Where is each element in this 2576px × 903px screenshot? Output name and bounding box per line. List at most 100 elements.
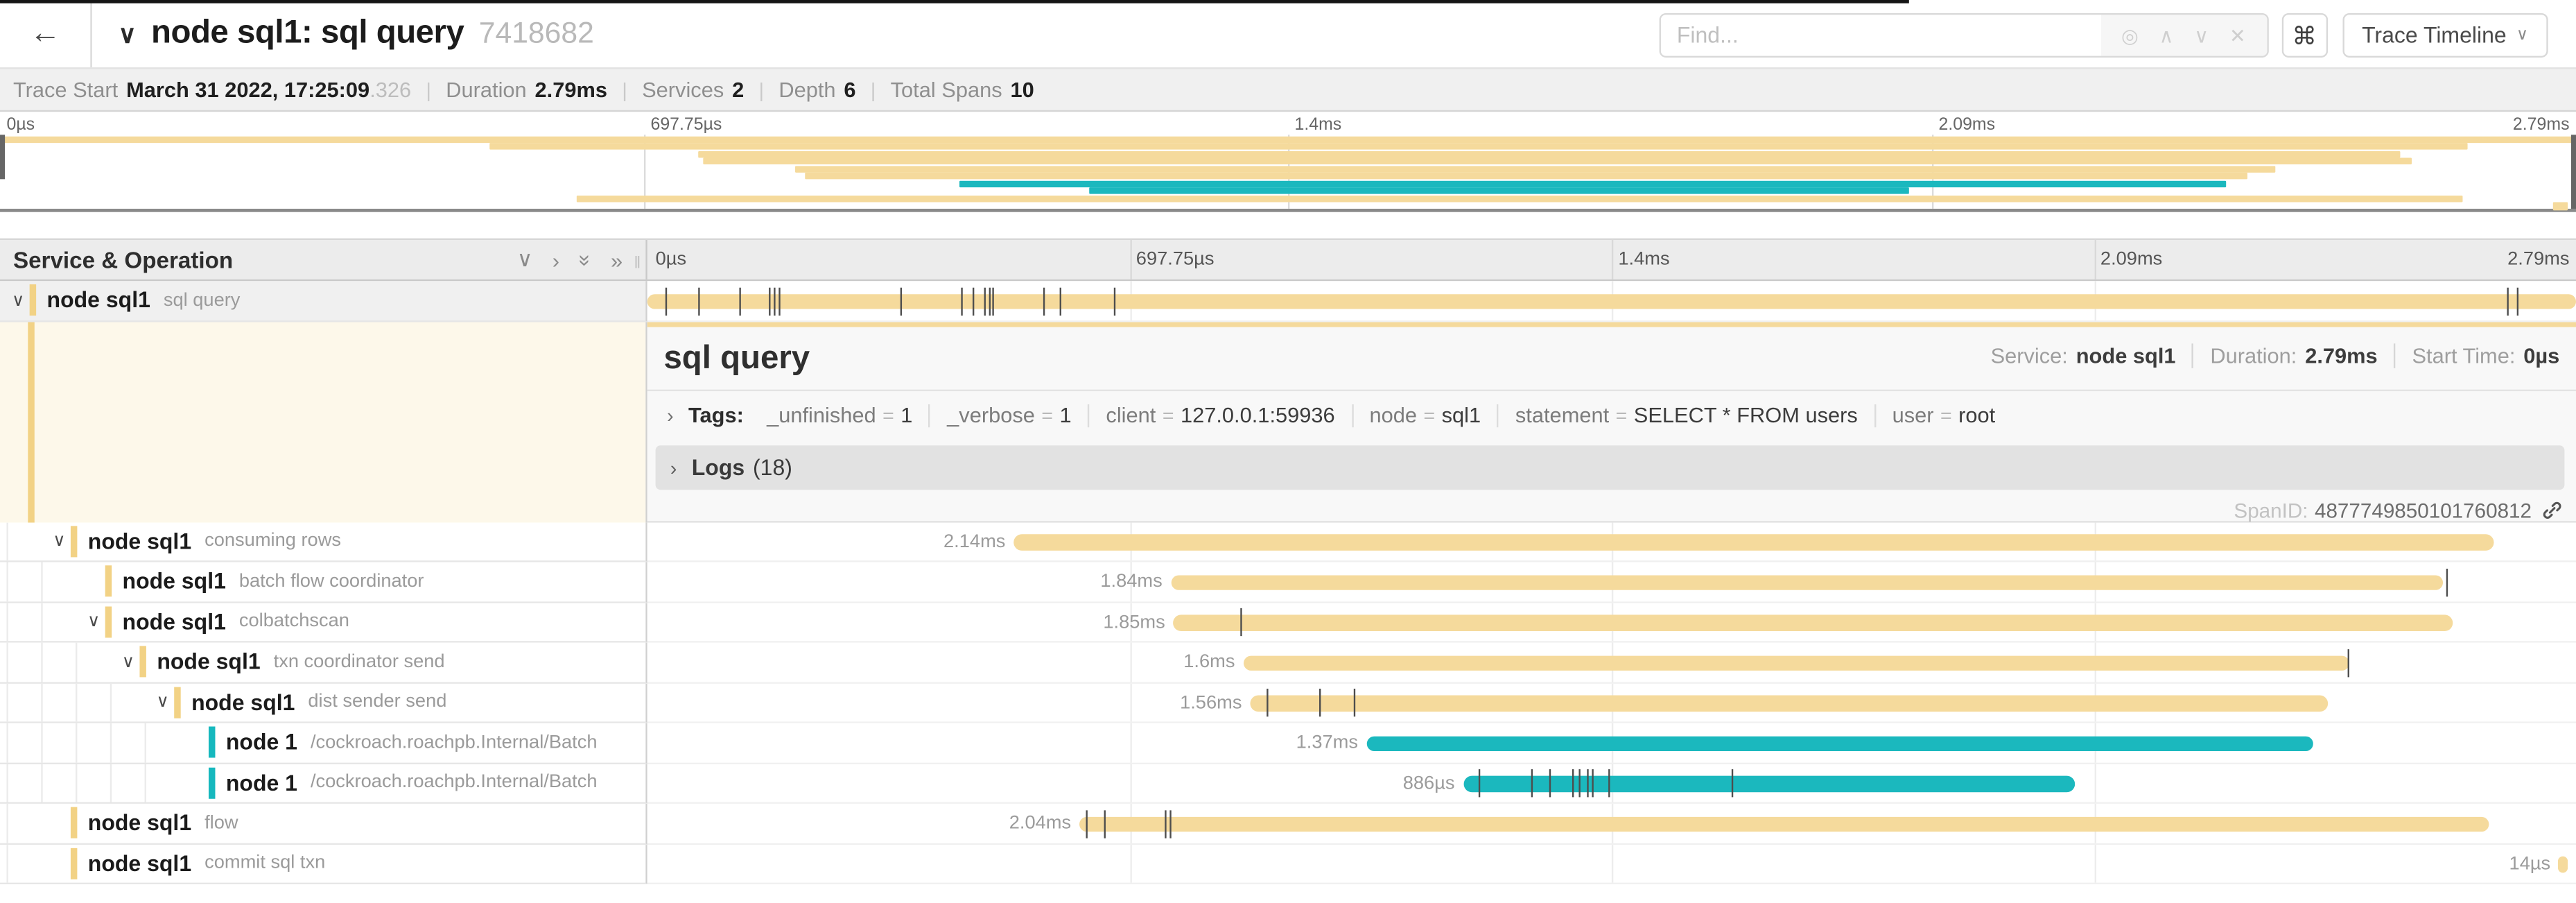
- minimap-gridline: [644, 135, 646, 209]
- span-tree-item[interactable]: node sql1 batch flow coordinator: [0, 562, 647, 603]
- find-input[interactable]: [1660, 15, 2101, 56]
- tag-item: node = sql1: [1369, 403, 1481, 428]
- span-collapse-chevron-icon[interactable]: ∨: [53, 531, 66, 551]
- span-bar-cell[interactable]: 2.14ms: [647, 522, 2576, 562]
- meta-divider: [2394, 343, 2396, 368]
- minimap-left-handle[interactable]: [0, 135, 6, 180]
- duration-label: Duration:: [2210, 343, 2297, 368]
- service-operation-header: Service & Operation ∨ › » » ‖: [0, 240, 647, 280]
- keyboard-shortcuts-button[interactable]: ⌘: [2281, 12, 2328, 58]
- summary-value: 2.79ms: [534, 77, 608, 102]
- view-selector-button[interactable]: Trace Timeline ∨: [2342, 12, 2548, 58]
- span-tree-item[interactable]: ∨ node sql1 colbatchscan: [0, 602, 647, 643]
- span-bar-cell[interactable]: 886µs: [647, 763, 2576, 804]
- span-tree-item[interactable]: ∨ node sql1 txn coordinator send: [0, 642, 647, 683]
- tag-key: _verbose: [947, 402, 1035, 428]
- tag-key: node: [1369, 402, 1418, 428]
- expand-one-icon[interactable]: ›: [552, 247, 560, 273]
- summary-label: Services: [642, 77, 724, 102]
- logs-count: (18): [753, 455, 792, 481]
- span-tree-item[interactable]: ∨ node sql1 sql query: [0, 281, 647, 322]
- operation-name: batch flow coordinator: [238, 571, 424, 592]
- span-bar[interactable]: [1170, 574, 2443, 590]
- operation-name: flow: [204, 813, 238, 833]
- span-bar-cell[interactable]: 1.56ms: [647, 682, 2576, 723]
- service-color-swatch: [105, 605, 111, 637]
- next-match-icon[interactable]: ∨: [2194, 24, 2209, 47]
- axis-tick-line: [2094, 240, 2096, 280]
- span-bar[interactable]: [2559, 856, 2569, 872]
- span-bar[interactable]: [1013, 534, 2494, 550]
- span-bar-cell[interactable]: 14µs: [647, 843, 2576, 885]
- span-bar[interactable]: [1079, 816, 2490, 832]
- collapse-all-icon[interactable]: »: [573, 253, 598, 266]
- span-collapse-chevron-icon[interactable]: ∨: [11, 290, 25, 311]
- span-tree-item[interactable]: node 1/cockroach.roachpb.Internal/Batch: [0, 723, 647, 764]
- trace-collapse-chevron-icon[interactable]: ∨: [118, 20, 137, 49]
- indent-guide: [41, 682, 76, 722]
- tags-label: Tags:: [688, 402, 744, 428]
- span-tree-item[interactable]: node sql1 flow: [0, 803, 647, 844]
- timeline-gridline: [1129, 642, 1131, 682]
- column-resize-grip[interactable]: ‖: [634, 255, 643, 273]
- span-bar-cell[interactable]: 1.37ms: [647, 723, 2576, 764]
- prev-match-icon[interactable]: ∧: [2159, 24, 2174, 47]
- span-collapse-chevron-icon[interactable]: ∨: [121, 652, 134, 672]
- span-bar[interactable]: [1366, 735, 2314, 752]
- span-collapse-chevron-icon[interactable]: ∨: [156, 692, 169, 712]
- window-top-edge: [0, 0, 1909, 3]
- back-button[interactable]: ←: [0, 0, 92, 68]
- summary-item: Total Spans 10: [891, 77, 1034, 102]
- tags-row[interactable]: › Tags: _unfinished = 1 _verbose = 1 client = 12…: [647, 395, 2576, 436]
- operation-name: txn coordinator send: [273, 652, 445, 672]
- summary-item: Trace Start March 31 2022, 17:25:09.326: [13, 77, 411, 102]
- tag-item: _verbose = 1: [947, 403, 1071, 428]
- span-bar[interactable]: [1173, 614, 2453, 630]
- tag-value: 1: [900, 402, 913, 428]
- span-bar-cell[interactable]: [647, 281, 2576, 322]
- log-marker: [769, 286, 772, 315]
- operation-name: /cockroach.roachpb.Internal/Batch: [310, 773, 598, 793]
- span-bar-cell[interactable]: 1.6ms: [647, 642, 2576, 683]
- span-bar[interactable]: [1250, 695, 2329, 711]
- span-duration-label: 2.04ms: [1009, 814, 1072, 834]
- span-bar-cell[interactable]: 2.04ms: [647, 803, 2576, 844]
- span-bar[interactable]: [647, 293, 2576, 309]
- collapse-one-icon[interactable]: ∨: [516, 246, 533, 272]
- summary-value: 6: [844, 77, 856, 102]
- expand-all-icon[interactable]: »: [611, 247, 623, 273]
- span-tree-item[interactable]: node 1/cockroach.roachpb.Internal/Batch: [0, 763, 647, 804]
- span-collapse-chevron-icon[interactable]: ∨: [87, 612, 101, 632]
- locate-icon[interactable]: ◎: [2121, 24, 2139, 47]
- log-marker: [739, 286, 742, 315]
- tags-expand-chevron-icon[interactable]: ›: [667, 403, 674, 427]
- minimap-canvas[interactable]: [0, 135, 2576, 212]
- timeline-gridline: [1129, 723, 1131, 762]
- service-name: node sql1: [46, 288, 150, 313]
- tag-divider: [1874, 403, 1876, 427]
- span-bar-cell[interactable]: 1.84ms: [647, 562, 2576, 603]
- chevron-down-icon: ∨: [2516, 26, 2529, 44]
- span-duration-label: 1.56ms: [1180, 692, 1242, 713]
- service-color-swatch: [208, 727, 215, 759]
- axis-tick-label: 2.79ms: [2512, 114, 2570, 135]
- span-bar[interactable]: [1463, 775, 2075, 792]
- log-marker: [1267, 688, 1269, 717]
- tag-equals: =: [1423, 403, 1436, 427]
- indent-guide: [6, 522, 41, 561]
- span-tree-item[interactable]: ∨ node sql1 dist sender send: [0, 682, 647, 723]
- operation-name: consuming rows: [204, 531, 342, 551]
- span-tree-item[interactable]: ∨ node sql1 consuming rows: [0, 522, 647, 562]
- span-bar-cell[interactable]: 1.85ms: [647, 602, 2576, 643]
- span-tree-item[interactable]: node sql1 commit sql txn: [0, 843, 647, 885]
- service-name: node sql1: [191, 689, 295, 715]
- indent-guide: [6, 682, 41, 722]
- tag-key: user: [1892, 402, 1934, 428]
- minimap-right-handle[interactable]: [2570, 135, 2576, 209]
- clear-find-icon[interactable]: ✕: [2229, 24, 2246, 47]
- logs-toggle[interactable]: › Logs (18): [655, 445, 2565, 490]
- meta-divider: [2192, 343, 2194, 368]
- span-bar[interactable]: [1243, 655, 2349, 671]
- deep-link-icon[interactable]: [2541, 499, 2563, 521]
